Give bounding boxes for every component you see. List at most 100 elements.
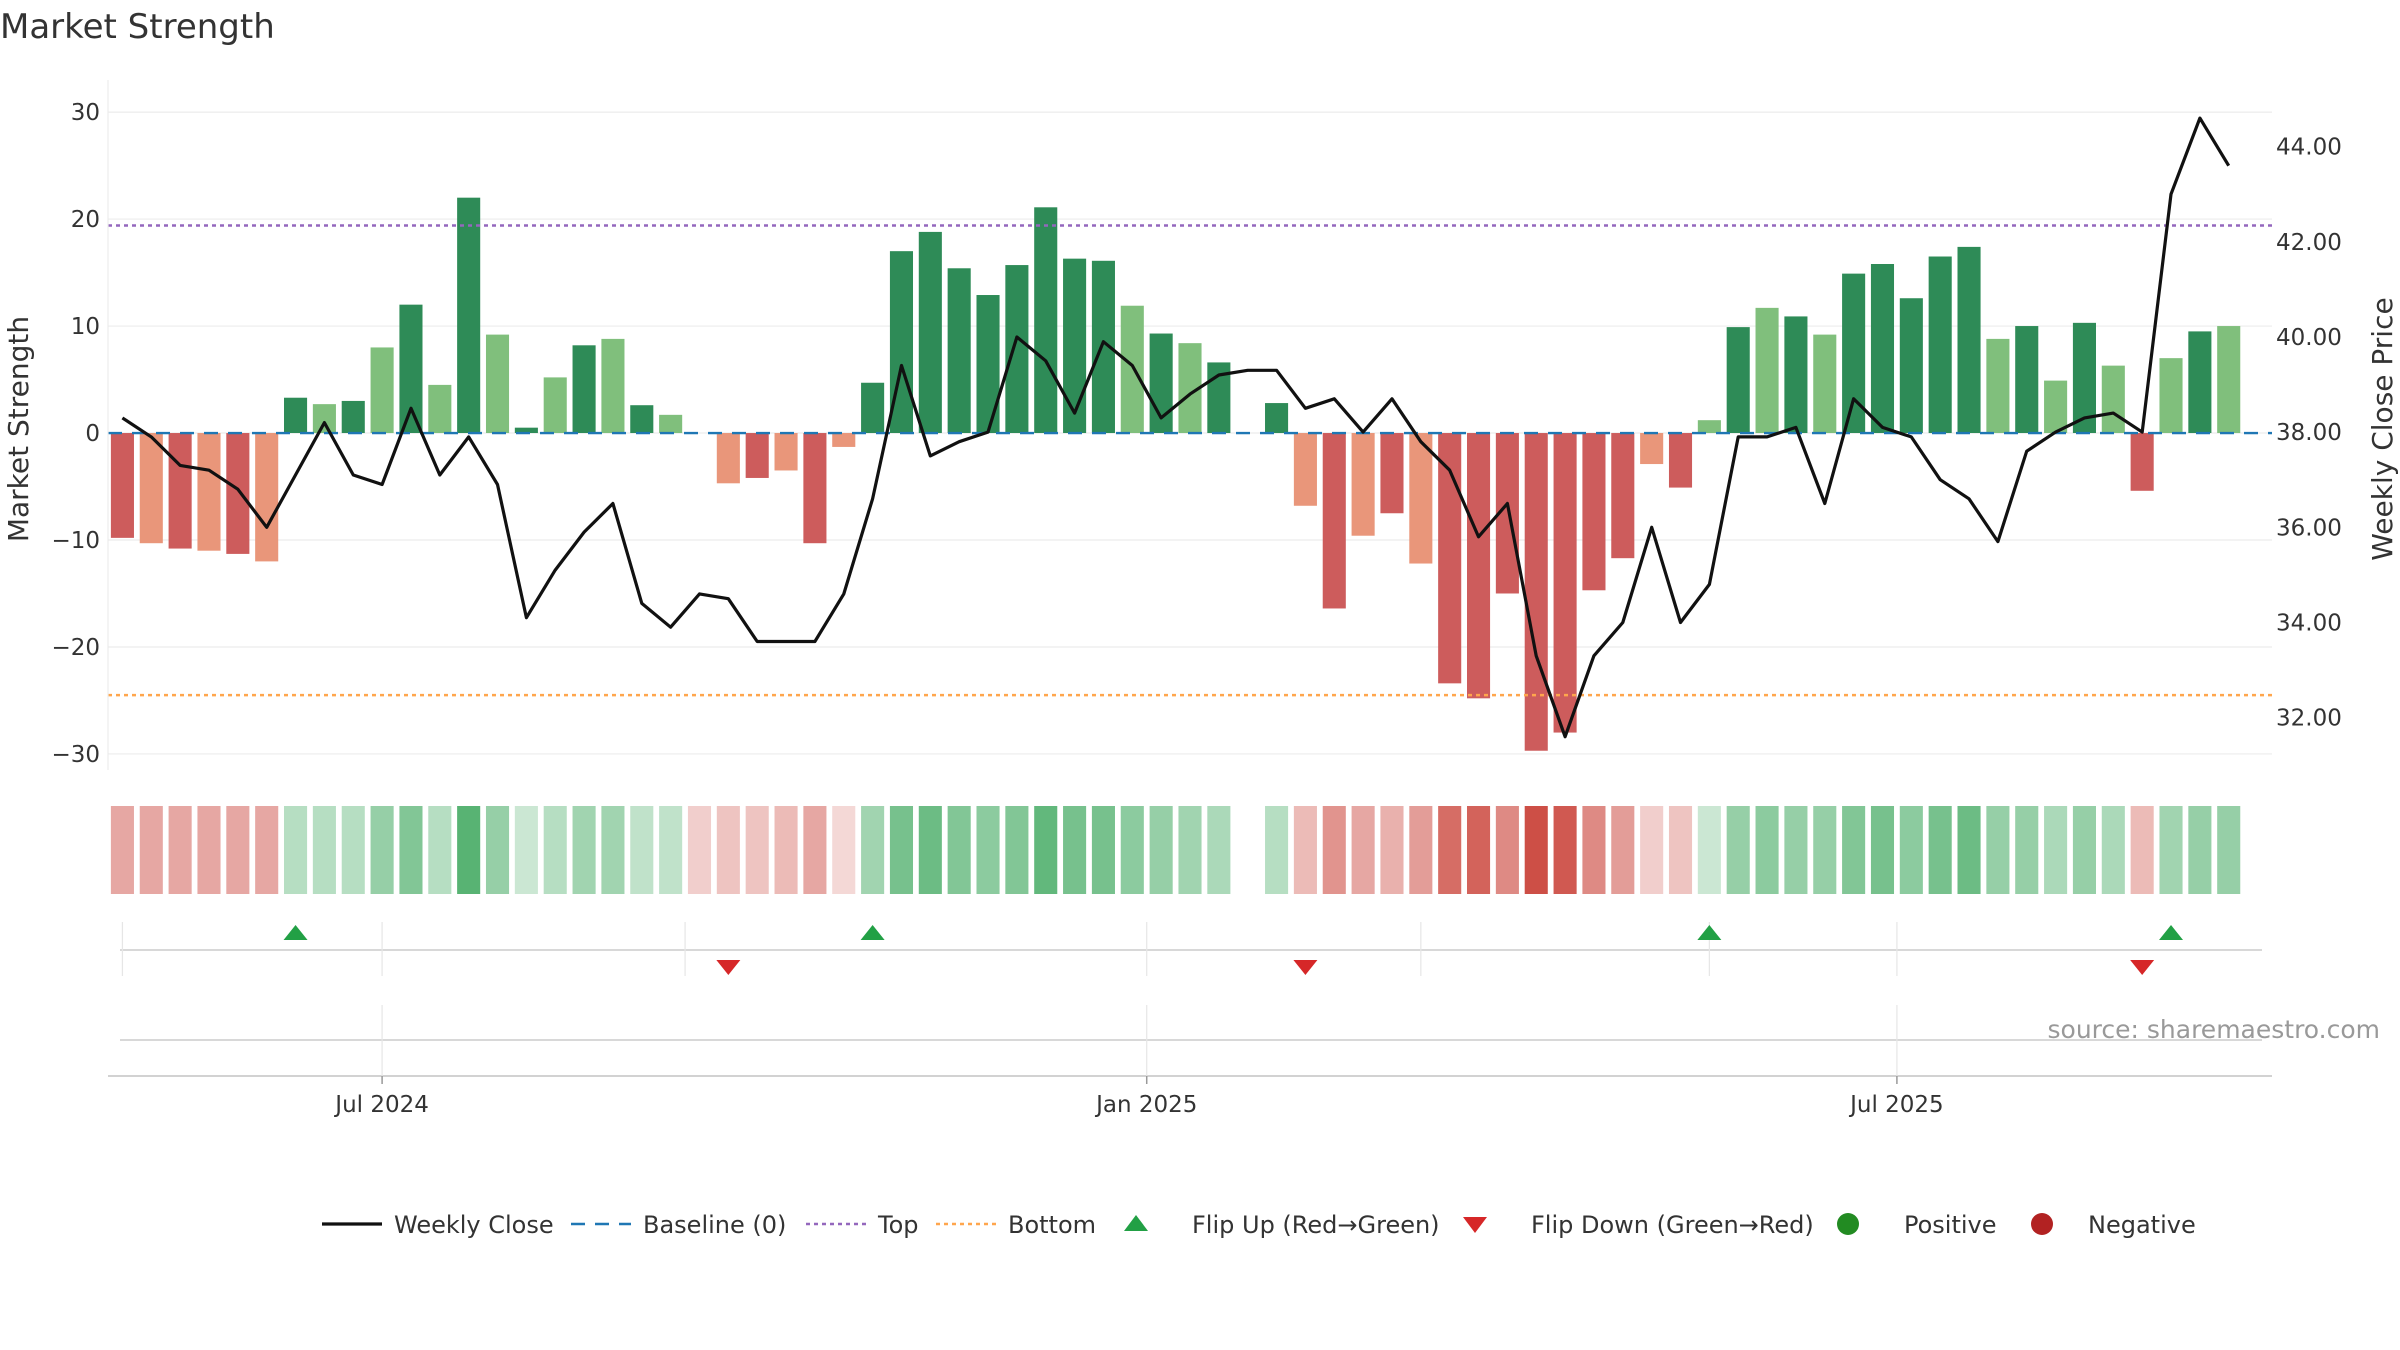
x-tick-label: Jan 2025 bbox=[1094, 1092, 1197, 1118]
flip-down-marker bbox=[1293, 960, 1318, 975]
strength-tile bbox=[832, 806, 856, 894]
strength-tile bbox=[1697, 806, 1721, 894]
y-tick-label: 0 bbox=[85, 421, 100, 447]
strength-tile bbox=[1842, 806, 1866, 894]
strength-tile bbox=[1668, 806, 1693, 894]
legend-label: Baseline (0) bbox=[643, 1211, 786, 1239]
strength-tile bbox=[341, 806, 365, 894]
strength-tile bbox=[1034, 806, 1058, 894]
strength-tile bbox=[428, 806, 452, 894]
strength-tile bbox=[1207, 806, 1231, 894]
strength-bar bbox=[2130, 433, 2154, 491]
strength-tile bbox=[687, 806, 712, 894]
flip-up-marker bbox=[860, 925, 885, 940]
strength-tile bbox=[1755, 806, 1779, 894]
y-tick-label: −10 bbox=[51, 528, 100, 554]
y2-tick-label: 44.00 bbox=[2276, 135, 2342, 161]
strength-tile bbox=[255, 806, 279, 894]
strength-tile bbox=[630, 806, 654, 894]
strength-tile bbox=[1553, 806, 1577, 894]
strength-tile bbox=[168, 806, 192, 894]
strength-bar bbox=[284, 397, 308, 434]
legend-label: Negative bbox=[2088, 1211, 2196, 1239]
legend-label: Flip Up (Red→Green) bbox=[1192, 1211, 1440, 1239]
y2-tick-label: 40.00 bbox=[2276, 325, 2342, 351]
strength-bar bbox=[2217, 326, 2241, 434]
strength-bar bbox=[947, 268, 971, 434]
strength-tile bbox=[2101, 806, 2125, 894]
strength-tile bbox=[976, 806, 1000, 894]
strength-bar bbox=[1265, 403, 1289, 434]
strength-bar bbox=[485, 334, 510, 434]
strength-bar bbox=[630, 405, 654, 434]
y2-tick-label: 32.00 bbox=[2276, 706, 2342, 732]
strength-tile bbox=[716, 806, 740, 894]
strength-tile bbox=[745, 806, 769, 894]
strength-tile bbox=[2072, 806, 2096, 894]
legend-item-top: Top bbox=[806, 1211, 919, 1239]
flip-markers-panel bbox=[120, 922, 2262, 976]
strength-tile bbox=[1986, 806, 2010, 894]
legend-swatch-positive bbox=[1837, 1213, 1859, 1235]
strength-bar bbox=[1466, 433, 1491, 699]
legend-label: Positive bbox=[1904, 1211, 1997, 1239]
strength-bar bbox=[1351, 433, 1375, 536]
strength-tile bbox=[1178, 806, 1202, 894]
strength-bar bbox=[2159, 358, 2183, 434]
strength-bar bbox=[139, 433, 163, 544]
strength-bar bbox=[1928, 256, 1952, 434]
strength-tile bbox=[1091, 806, 1115, 894]
strength-tile bbox=[1640, 806, 1664, 894]
strength-bar bbox=[1034, 207, 1058, 434]
strength-bar bbox=[1005, 265, 1029, 434]
strength-bar bbox=[1697, 420, 1721, 434]
strength-tile bbox=[1265, 806, 1289, 894]
strength-tile bbox=[1409, 806, 1433, 894]
legend-item-baseline: Baseline (0) bbox=[571, 1211, 786, 1239]
strength-bar bbox=[1063, 258, 1087, 434]
strength-bar bbox=[1438, 433, 1462, 684]
legend-item-close: Weekly Close bbox=[322, 1211, 554, 1239]
strength-bar bbox=[861, 382, 885, 434]
y-tick-label: 10 bbox=[71, 314, 100, 340]
tiles-strip bbox=[110, 806, 2241, 894]
strength-tile bbox=[226, 806, 250, 894]
strength-bar bbox=[1380, 433, 1404, 514]
strength-bar bbox=[572, 345, 596, 434]
strength-tile bbox=[1899, 806, 1923, 894]
strength-bar bbox=[803, 433, 827, 544]
flip-up-marker bbox=[283, 925, 308, 940]
strength-bar bbox=[457, 197, 481, 434]
strength-bar bbox=[168, 433, 192, 549]
y2-tick-label: 42.00 bbox=[2276, 230, 2342, 256]
strength-bar bbox=[514, 427, 538, 434]
strength-bar bbox=[918, 231, 942, 434]
x-tick-label: Jul 2024 bbox=[333, 1092, 429, 1118]
strength-bar bbox=[774, 433, 798, 471]
strength-bar bbox=[2044, 380, 2068, 434]
strength-tile bbox=[861, 806, 885, 894]
strength-tile bbox=[312, 806, 336, 894]
legend-swatch-flip-down bbox=[1463, 1217, 1487, 1233]
legend-item-bottom: Bottom bbox=[936, 1211, 1096, 1239]
strength-bar bbox=[2072, 322, 2096, 434]
strength-bar bbox=[1899, 298, 1923, 434]
strength-bar bbox=[976, 295, 1000, 434]
y2-tick-label: 36.00 bbox=[2276, 515, 2342, 541]
strength-bar bbox=[1755, 307, 1779, 434]
strength-tile bbox=[889, 806, 914, 894]
legend-swatch-negative bbox=[2031, 1213, 2053, 1235]
strength-bar bbox=[226, 433, 250, 554]
strength-bar bbox=[1784, 316, 1808, 434]
strength-bar bbox=[2188, 331, 2212, 434]
strength-tile bbox=[572, 806, 596, 894]
strength-bar bbox=[1409, 433, 1433, 564]
strength-bar bbox=[1986, 338, 2010, 434]
strength-tile bbox=[1293, 806, 1317, 894]
strength-bar bbox=[1322, 433, 1346, 609]
y-axis-label: Market Strength bbox=[2, 316, 35, 542]
timeline-axis: Jul 2024 Jan 2025 Jul 2025 bbox=[108, 1005, 2272, 1118]
strength-bar bbox=[197, 433, 221, 551]
strength-bar bbox=[341, 400, 365, 434]
